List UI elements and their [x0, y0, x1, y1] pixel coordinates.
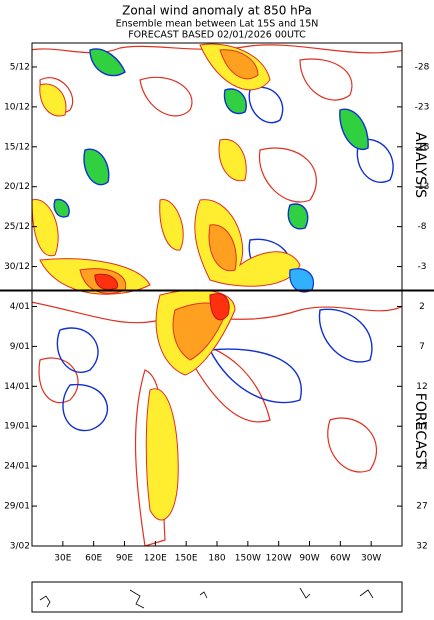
y-tick-label: 30/12 — [4, 262, 30, 272]
y2-tick-label: -23 — [415, 102, 430, 112]
y-tick-label: 14/01 — [4, 382, 30, 392]
coastline — [39, 587, 374, 609]
x-tick-label: 60E — [85, 554, 102, 564]
y2-tick-label: 2 — [419, 302, 425, 312]
y-tick-label: 19/01 — [4, 422, 30, 432]
x-tick-label: 180 — [208, 554, 225, 564]
x-tick-label: 120E — [144, 554, 167, 564]
y-tick-label: 10/12 — [4, 102, 30, 112]
x-tick-label: 60W — [330, 554, 350, 564]
x-tick-label: 150E — [175, 554, 198, 564]
y-tick-label: 4/01 — [10, 302, 30, 312]
y2-tick-label: -28 — [415, 62, 430, 72]
y2-tick-label: 22 — [416, 462, 427, 472]
x-tick-label: 150W — [235, 554, 261, 564]
y2-tick-label: 17 — [416, 422, 427, 432]
y2-tick-label: 12 — [416, 382, 427, 392]
y2-tick-label: 7 — [419, 342, 425, 352]
x-tick-label: 30W — [361, 554, 381, 564]
y-tick-label: 3/02 — [10, 542, 30, 552]
y2-tick-label: -3 — [418, 262, 427, 272]
y2-tick-label: -18 — [415, 142, 430, 152]
y2-tick-label: 27 — [416, 502, 427, 512]
y-tick-label: 25/12 — [4, 222, 30, 232]
x-tick-label: 90W — [299, 554, 319, 564]
y-tick-label: 20/12 — [4, 182, 30, 192]
contour-field — [32, 43, 402, 546]
x-tick-label: 90E — [116, 554, 133, 564]
y2-tick-label: -8 — [418, 222, 427, 232]
forecast-label: FORECAST — [412, 393, 428, 468]
map-inset — [31, 581, 403, 613]
y-tick-label: 9/01 — [10, 342, 30, 352]
x-tick-label: 30E — [54, 554, 71, 564]
y-tick-label: 5/12 — [10, 62, 30, 72]
y-tick-label: 24/01 — [4, 462, 30, 472]
analysis-label: ANALYSIS — [412, 132, 428, 198]
y2-tick-label: 32 — [416, 542, 427, 552]
y-tick-label: 15/12 — [4, 142, 30, 152]
y-tick-label: 29/01 — [4, 502, 30, 512]
y2-tick-label: -13 — [415, 182, 430, 192]
chart-title: Zonal wind anomaly at 850 hPa — [122, 4, 312, 18]
x-tick-label: 120W — [266, 554, 292, 564]
chart-subtitle: FORECAST BASED 02/01/2026 00UTC — [128, 30, 306, 41]
chart-subtitle: Ensemble mean between Lat 15S and 15N — [116, 19, 319, 30]
